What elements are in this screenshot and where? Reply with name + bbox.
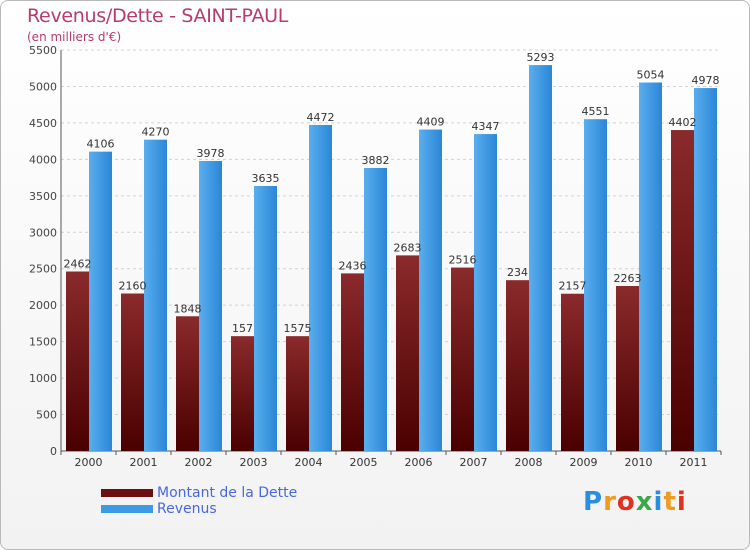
logo-letter: P bbox=[583, 487, 604, 517]
legend-swatch-revenus bbox=[101, 505, 153, 513]
data-label-debt: 1848 bbox=[174, 302, 202, 315]
logo-letter: x bbox=[635, 487, 654, 517]
y-tick-label: 4500 bbox=[29, 117, 57, 130]
data-label-revenus: 5293 bbox=[527, 51, 555, 64]
data-label-debt: 4402 bbox=[669, 116, 697, 129]
data-label-revenus: 4978 bbox=[692, 74, 720, 87]
data-label-revenus: 4409 bbox=[417, 116, 445, 129]
data-label-debt: 1575 bbox=[284, 322, 312, 335]
legend-label-debt: Montant de la Dette bbox=[157, 485, 298, 501]
data-label-revenus: 4347 bbox=[472, 120, 500, 133]
y-tick-label: 5500 bbox=[29, 44, 57, 57]
bar-revenus bbox=[309, 124, 332, 451]
bar-debt bbox=[561, 293, 584, 451]
bar-revenus bbox=[639, 82, 662, 451]
bar-revenus bbox=[89, 151, 112, 452]
data-label-debt: 234 bbox=[507, 266, 528, 279]
x-tick-label: 2008 bbox=[515, 456, 543, 469]
data-label-debt: 2516 bbox=[449, 254, 477, 267]
bar-debt bbox=[286, 336, 309, 451]
bar-debt bbox=[176, 316, 199, 451]
data-label-debt: 2157 bbox=[559, 280, 587, 293]
x-tick-label: 2010 bbox=[625, 456, 653, 469]
data-label-debt: 2263 bbox=[614, 272, 642, 285]
data-label-revenus: 3635 bbox=[252, 172, 280, 185]
y-tick-label: 2500 bbox=[29, 263, 57, 276]
legend-label-revenus: Revenus bbox=[157, 501, 217, 517]
bar-debt bbox=[671, 130, 694, 451]
data-label-revenus: 4106 bbox=[87, 138, 115, 151]
bar-debt bbox=[451, 267, 474, 451]
y-tick-label: 500 bbox=[36, 409, 57, 422]
data-label-revenus: 3882 bbox=[362, 154, 390, 167]
data-label-debt: 157 bbox=[232, 322, 253, 335]
x-tick-label: 2005 bbox=[350, 456, 378, 469]
data-label-revenus: 4551 bbox=[582, 105, 610, 118]
logo-letter: t bbox=[663, 487, 677, 517]
bar-debt bbox=[616, 286, 639, 451]
data-label-debt: 2160 bbox=[119, 280, 147, 293]
logo-letter: r bbox=[603, 487, 617, 517]
y-tick-label: 2000 bbox=[29, 299, 57, 312]
x-tick-label: 2006 bbox=[405, 456, 433, 469]
bar-revenus bbox=[144, 139, 167, 452]
x-tick-label: 2003 bbox=[240, 456, 268, 469]
data-label-debt: 2683 bbox=[394, 241, 422, 254]
bar-debt bbox=[121, 293, 144, 451]
data-label-revenus: 4472 bbox=[307, 111, 335, 124]
x-tick-label: 2007 bbox=[460, 456, 488, 469]
bar-debt bbox=[506, 280, 529, 451]
data-label-debt: 2462 bbox=[64, 257, 92, 270]
logo-letter: o bbox=[616, 487, 636, 517]
bar-revenus bbox=[474, 134, 497, 451]
legend-swatch-debt bbox=[101, 489, 153, 497]
logo-letter: i bbox=[676, 487, 687, 517]
x-tick-label: 2002 bbox=[185, 456, 213, 469]
y-tick-label: 3000 bbox=[29, 226, 57, 239]
bar-debt bbox=[231, 336, 254, 451]
y-tick-label: 3500 bbox=[29, 190, 57, 203]
y-tick-label: 0 bbox=[50, 445, 57, 458]
data-label-revenus: 4270 bbox=[142, 126, 170, 139]
data-label-debt: 2436 bbox=[339, 259, 367, 272]
chart-title: Revenus/Dette - SAINT-PAUL bbox=[27, 5, 289, 27]
y-tick-label: 4000 bbox=[29, 153, 57, 166]
logo-letter: i bbox=[653, 487, 664, 517]
bar-revenus bbox=[529, 65, 552, 452]
data-label-revenus: 3978 bbox=[197, 147, 225, 160]
chart-legend: Montant de la Dette Revenus bbox=[101, 485, 361, 519]
y-tick-label: 1500 bbox=[29, 336, 57, 349]
legend-item-revenus: Revenus bbox=[101, 501, 361, 519]
bar-debt bbox=[396, 255, 419, 451]
bar-revenus bbox=[584, 119, 607, 451]
bar-revenus bbox=[199, 160, 222, 451]
bar-debt bbox=[341, 273, 364, 451]
bar-revenus bbox=[419, 129, 442, 451]
x-tick-label: 2001 bbox=[130, 456, 158, 469]
proxiti-logo: Proxiti bbox=[583, 487, 687, 517]
bar-revenus bbox=[254, 185, 277, 451]
bar-revenus bbox=[694, 88, 717, 452]
bar-revenus bbox=[364, 167, 387, 451]
x-tick-label: 2000 bbox=[75, 456, 103, 469]
x-tick-label: 2004 bbox=[295, 456, 323, 469]
x-tick-label: 2011 bbox=[680, 456, 708, 469]
x-tick-label: 2009 bbox=[570, 456, 598, 469]
y-tick-label: 5000 bbox=[29, 80, 57, 93]
bar-debt bbox=[66, 271, 89, 451]
chart-subtitle: (en milliers d'€) bbox=[27, 30, 122, 44]
y-tick-label: 1000 bbox=[29, 372, 57, 385]
data-label-revenus: 5054 bbox=[637, 69, 665, 82]
legend-item-debt: Montant de la Dette bbox=[101, 485, 361, 503]
